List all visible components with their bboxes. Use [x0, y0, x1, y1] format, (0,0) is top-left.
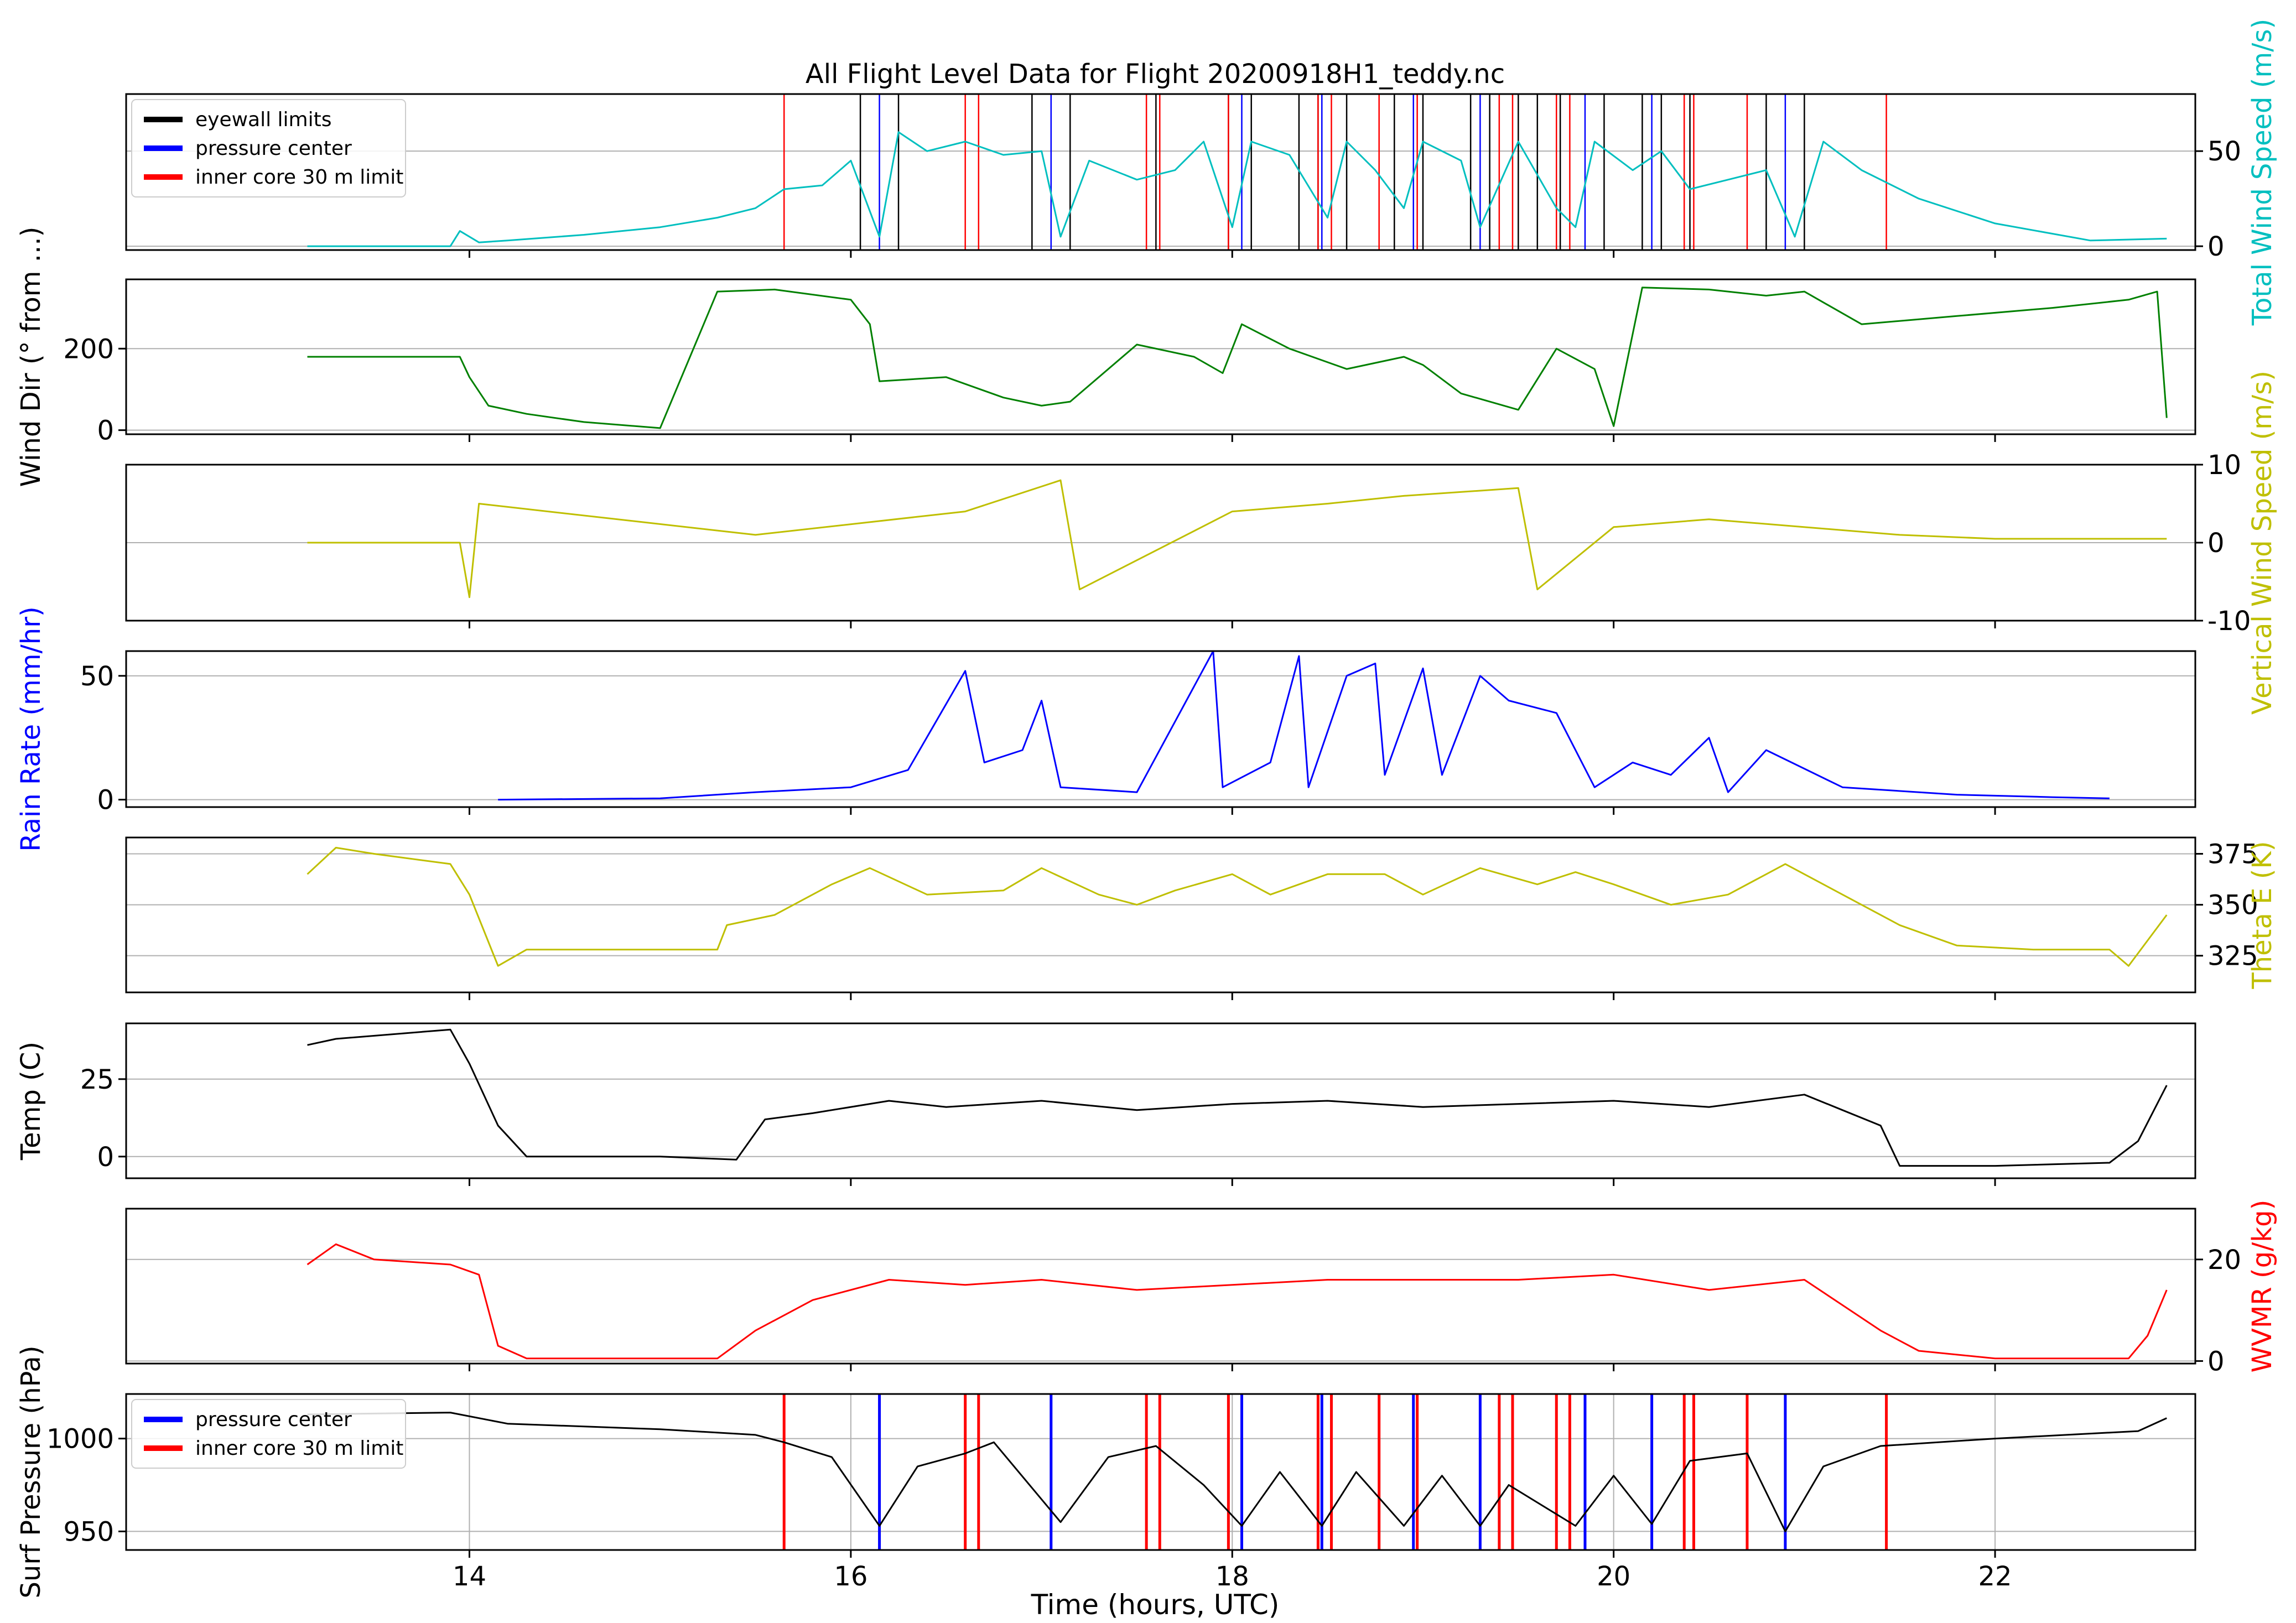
y-tick-label: 325	[2207, 941, 2258, 972]
y-tick-label: 0	[2207, 528, 2225, 559]
y-axis-label-part: Rain Rate (mm/hr)	[15, 606, 46, 851]
legend-label: inner core 30 m limit	[195, 1437, 403, 1460]
y-tick-label: 0	[97, 1142, 114, 1173]
x-tick-label: 18	[1215, 1561, 1249, 1592]
axes-frame	[125, 278, 2196, 435]
series-line-surf_pressure	[307, 1412, 2167, 1532]
y-tick-label: 950	[63, 1516, 114, 1547]
series-line-wind_speed	[307, 131, 2167, 247]
legend-box	[131, 99, 406, 197]
y-tick-label: 0	[2207, 231, 2225, 262]
panel-wind_dir: 0 200 Wind Dir (° from ...)	[15, 227, 2196, 487]
series-line-rain_rate	[498, 650, 2110, 801]
x-tick-label: 14	[453, 1561, 486, 1592]
figure-title: All Flight Level Data for Flight 2020091…	[806, 59, 1505, 90]
axes-frame	[125, 650, 2196, 808]
y-tick-label: 375	[2207, 839, 2258, 870]
y-tick-label: 200	[63, 334, 114, 365]
y-axis-label: Theta E (K)	[2247, 841, 2278, 989]
y-axis-label-part: (m/s)	[2247, 19, 2278, 97]
y-tick-label: 350	[2207, 890, 2258, 921]
x-tick-label: 20	[1597, 1561, 1630, 1592]
legend-label: inner core 30 m limit	[195, 166, 403, 189]
y-axis-label-part: Surf Pressure (hPa)	[15, 1345, 46, 1598]
x-tick-label: 22	[1978, 1561, 2012, 1592]
panel-rain_rate: 0 50 Rain Rate (mm/hr)	[15, 606, 2196, 852]
legend-top: eyewall limits pressure center inner core …	[131, 99, 406, 197]
y-axis-label: Total Wind Speed (m/s)	[2247, 19, 2278, 326]
y-axis-label: Vertical Wind Speed (m/s)	[2247, 371, 2278, 715]
legend-label: eyewall limits	[195, 108, 332, 131]
y-tick-label: -10	[2207, 606, 2251, 637]
axes-frame	[125, 93, 2196, 251]
series-line-wind_dir	[307, 287, 2168, 429]
y-axis-label-part: WVMR (g/kg)	[2247, 1200, 2278, 1373]
series-line-temp	[307, 1028, 2168, 1167]
y-axis-label-part: Wind Dir (° from ...)	[15, 227, 46, 487]
panel-temp: 0 25 Temp (C)	[15, 1022, 2196, 1186]
y-tick-label: 25	[80, 1064, 114, 1095]
legend-label: pressure center	[195, 137, 352, 160]
y-tick-label: 50	[2207, 136, 2241, 167]
legend-bottom: pressure center inner core 30 m limit	[131, 1399, 406, 1469]
y-axis-label: Wind Dir (° from ...)	[15, 227, 46, 487]
y-tick-label: 10	[2207, 450, 2241, 481]
axes-frame	[125, 1022, 2196, 1179]
series-line-wvmr	[307, 1243, 2168, 1360]
y-axis-label: Rain Rate (mm/hr)	[15, 606, 46, 851]
y-axis-label-part: Theta E (K)	[2247, 841, 2278, 989]
y-tick-label: 0	[2207, 1346, 2225, 1377]
x-axis-label: Time (hours, UTC)	[1031, 1589, 1280, 1621]
axes-frame	[125, 836, 2196, 993]
series-line-vertical_wind	[307, 479, 2167, 599]
y-tick-label: 20	[2207, 1245, 2241, 1276]
panel-wvmr: 0 20 WVMR (g/kg)	[125, 1200, 2278, 1377]
y-axis-label: WVMR (g/kg)	[2247, 1200, 2278, 1373]
y-tick-label: 1000	[46, 1424, 114, 1455]
y-axis-label: Surf Pressure (hPa)	[15, 1345, 46, 1598]
x-tick-label: 16	[834, 1561, 868, 1592]
axes-frame	[125, 1393, 2196, 1551]
y-tick-label: 0	[97, 785, 114, 816]
y-axis-label-part: Vertical Wind Speed (m/s)	[2247, 371, 2278, 715]
legend-label: pressure center	[195, 1408, 352, 1431]
y-tick-label: 0	[97, 415, 114, 446]
series-line-theta_e	[307, 846, 2168, 967]
y-tick-label: 50	[80, 661, 114, 692]
axes-frame	[125, 1208, 2196, 1365]
legend-box	[131, 1399, 406, 1469]
y-axis-label-part: Wind Speed	[2247, 96, 2278, 254]
y-axis-label-part: Temp (C)	[15, 1042, 46, 1161]
panel-vertical_wind: -10 0 10 Vertical Wind Speed (m/s)	[125, 371, 2278, 715]
y-axis-label-part: Total	[2247, 255, 2278, 326]
y-axis-label: Temp (C)	[15, 1042, 46, 1161]
